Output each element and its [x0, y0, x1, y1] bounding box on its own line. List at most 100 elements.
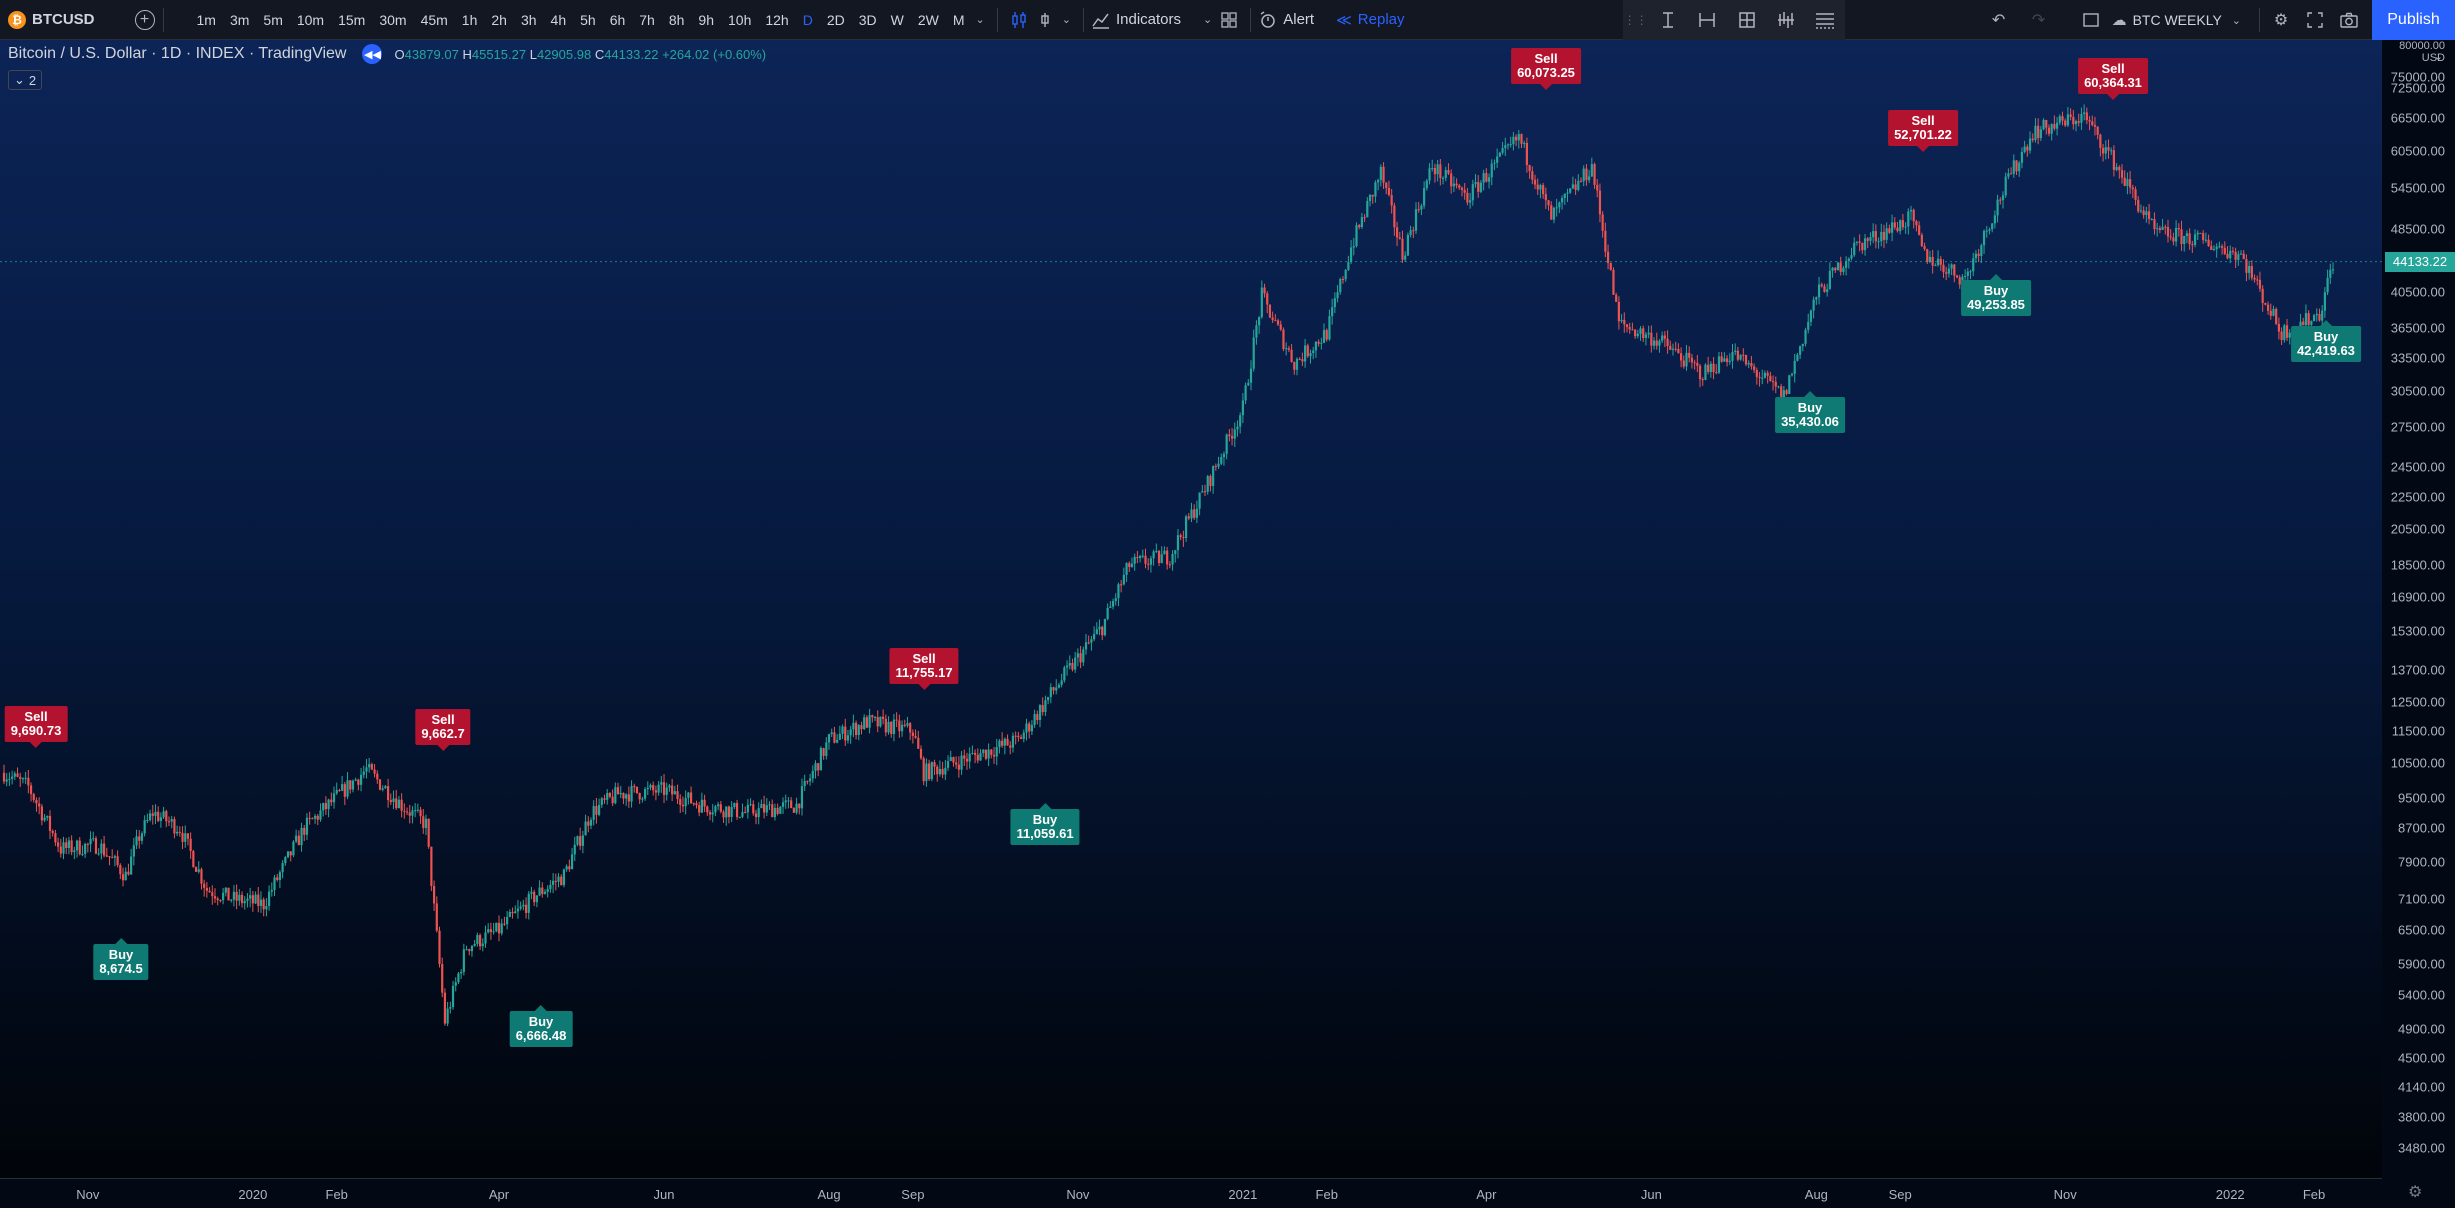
interval-10h[interactable]: 10h [728, 11, 752, 28]
bars-pattern-tool-icon[interactable] [1773, 7, 1799, 33]
candle-body [1715, 372, 1718, 374]
candle-body [760, 804, 763, 809]
line-style-icon[interactable] [1812, 7, 1838, 33]
candle-body [1617, 301, 1620, 322]
interval-dropdown-chevron-icon[interactable]: ⌄ [975, 14, 985, 26]
bar-style-icon[interactable] [1032, 7, 1058, 33]
candle-body [1942, 264, 1945, 273]
candle-body [213, 896, 217, 899]
candle-body [1358, 225, 1361, 228]
settings-gear-icon[interactable]: ⚙ [2273, 12, 2289, 29]
candles-chart-type-icon[interactable] [1006, 7, 1032, 33]
candle-body [1287, 348, 1290, 350]
legend-collapse-button[interactable]: ⌄ 2 [8, 70, 43, 90]
candle-body [2058, 116, 2061, 123]
candle-body [414, 810, 417, 812]
interval-5h[interactable]: 5h [580, 11, 596, 28]
candle-body [1934, 265, 1937, 267]
candle-body [871, 715, 874, 718]
candle-body [411, 810, 414, 816]
interval-1h[interactable]: 1h [461, 11, 478, 28]
candle-body [2083, 112, 2086, 114]
price-axis[interactable]: 80000.00 USD ⌄ 75000.00 72500.00 66500.00 6… [2382, 40, 2455, 1178]
candle-body [1642, 328, 1645, 338]
interval-45m[interactable]: 45m [420, 11, 448, 28]
interval-3m[interactable]: 3m [229, 11, 250, 28]
candle-body [2010, 173, 2013, 175]
replay-button[interactable]: ≪ Replay [1336, 0, 1404, 40]
interval-d[interactable]: D [802, 11, 813, 28]
indicators-button[interactable]: Indicators [1092, 0, 1181, 40]
fullscreen-icon[interactable] [2302, 7, 2328, 33]
candle-body [1068, 662, 1071, 666]
interval-4h[interactable]: 4h [550, 11, 567, 28]
candle-body [1725, 358, 1729, 363]
axis-settings-gear-icon[interactable]: ⚙ [2408, 1184, 2423, 1201]
price-range-tool-icon[interactable] [1734, 7, 1760, 33]
interval-10m[interactable]: 10m [296, 11, 325, 28]
interval-w[interactable]: W [890, 11, 904, 28]
candle-body [492, 931, 495, 933]
candle-body [400, 799, 403, 811]
chart-type-chevron-icon[interactable]: ⌄ [1061, 14, 1071, 26]
candle-body [1320, 342, 1323, 344]
candle-body [860, 725, 863, 730]
currency-chevron-icon[interactable]: ⌄ [2433, 51, 2443, 63]
price-chart[interactable] [0, 40, 2382, 1178]
interval-2d[interactable]: 2D [826, 11, 845, 28]
interval-9h[interactable]: 9h [698, 11, 714, 28]
candle-body [1707, 364, 1710, 373]
candle-body [1168, 564, 1171, 566]
candle-body [1661, 335, 1664, 341]
compare-add-icon[interactable]: + [134, 9, 155, 30]
time-axis[interactable]: Nov 2020 Feb Apr Jun Aug Sep Nov 2021 Feb Apr Jun Au… [0, 1178, 2382, 1208]
interval-1m[interactable]: 1m [196, 11, 216, 28]
candle-body [1487, 177, 1491, 182]
alert-button[interactable]: Alert [1259, 0, 1314, 40]
candle-body [1285, 348, 1288, 350]
interval-2w[interactable]: 2W [917, 11, 939, 28]
indicators-chevron-icon[interactable]: ⌄ [1203, 14, 1213, 26]
interval-3d[interactable]: 3D [858, 11, 877, 28]
candle-body [1771, 381, 1775, 383]
interval-6h[interactable]: 6h [609, 11, 626, 28]
interval-30m[interactable]: 30m [379, 11, 407, 28]
candle-body [2199, 232, 2202, 234]
candle-body [535, 895, 538, 903]
candle-body [1460, 187, 1464, 190]
interval-3h[interactable]: 3h [520, 11, 537, 28]
symbol-search[interactable]: ₿ BTCUSD [0, 0, 95, 40]
candle-body [1574, 184, 1577, 190]
price-tick: 36500.00 [2390, 320, 2445, 336]
interval-5m[interactable]: 5m [263, 11, 283, 28]
interval-m[interactable]: M [952, 11, 965, 28]
candle-body [1893, 222, 1896, 228]
toolbar-divider [162, 7, 164, 32]
camera-snapshot-icon[interactable] [2336, 7, 2362, 33]
interval-7h[interactable]: 7h [639, 11, 655, 28]
candle-body [2085, 112, 2088, 121]
layout-selector[interactable]: ☁ BTC WEEKLY ⌄ [2112, 0, 2245, 40]
interval-15m[interactable]: 15m [338, 11, 366, 28]
templates-grid-icon[interactable] [1216, 7, 1242, 33]
candle-body [1853, 242, 1856, 256]
interval-8h[interactable]: 8h [668, 11, 685, 28]
text-cursor-tool-icon[interactable] [1655, 7, 1681, 33]
candle-body [819, 748, 823, 771]
drag-handle-icon[interactable]: ⋮⋮ [1623, 13, 1648, 27]
fullscreen-layout-icon[interactable] [2078, 7, 2104, 33]
date-range-tool-icon[interactable] [1694, 7, 1720, 33]
redo-icon[interactable]: ↷ [2031, 12, 2046, 29]
undo-icon[interactable]: ↶ [1991, 12, 2006, 29]
candle-body [46, 815, 49, 818]
price-tick: 22500.00 [2390, 489, 2445, 505]
candle-body [2137, 199, 2140, 212]
interval-12h[interactable]: 12h [765, 11, 789, 28]
chart-legend: Bitcoin / U.S. Dollar · 1D · INDEX · Tra… [8, 44, 766, 64]
candle-body [1709, 363, 1712, 373]
candle-body [1141, 555, 1144, 557]
candle-body [698, 805, 701, 813]
replay-marker-icon[interactable]: ◀◀ [362, 44, 383, 64]
interval-2h[interactable]: 2h [491, 11, 507, 28]
publish-button[interactable]: Publish [2372, 0, 2455, 40]
